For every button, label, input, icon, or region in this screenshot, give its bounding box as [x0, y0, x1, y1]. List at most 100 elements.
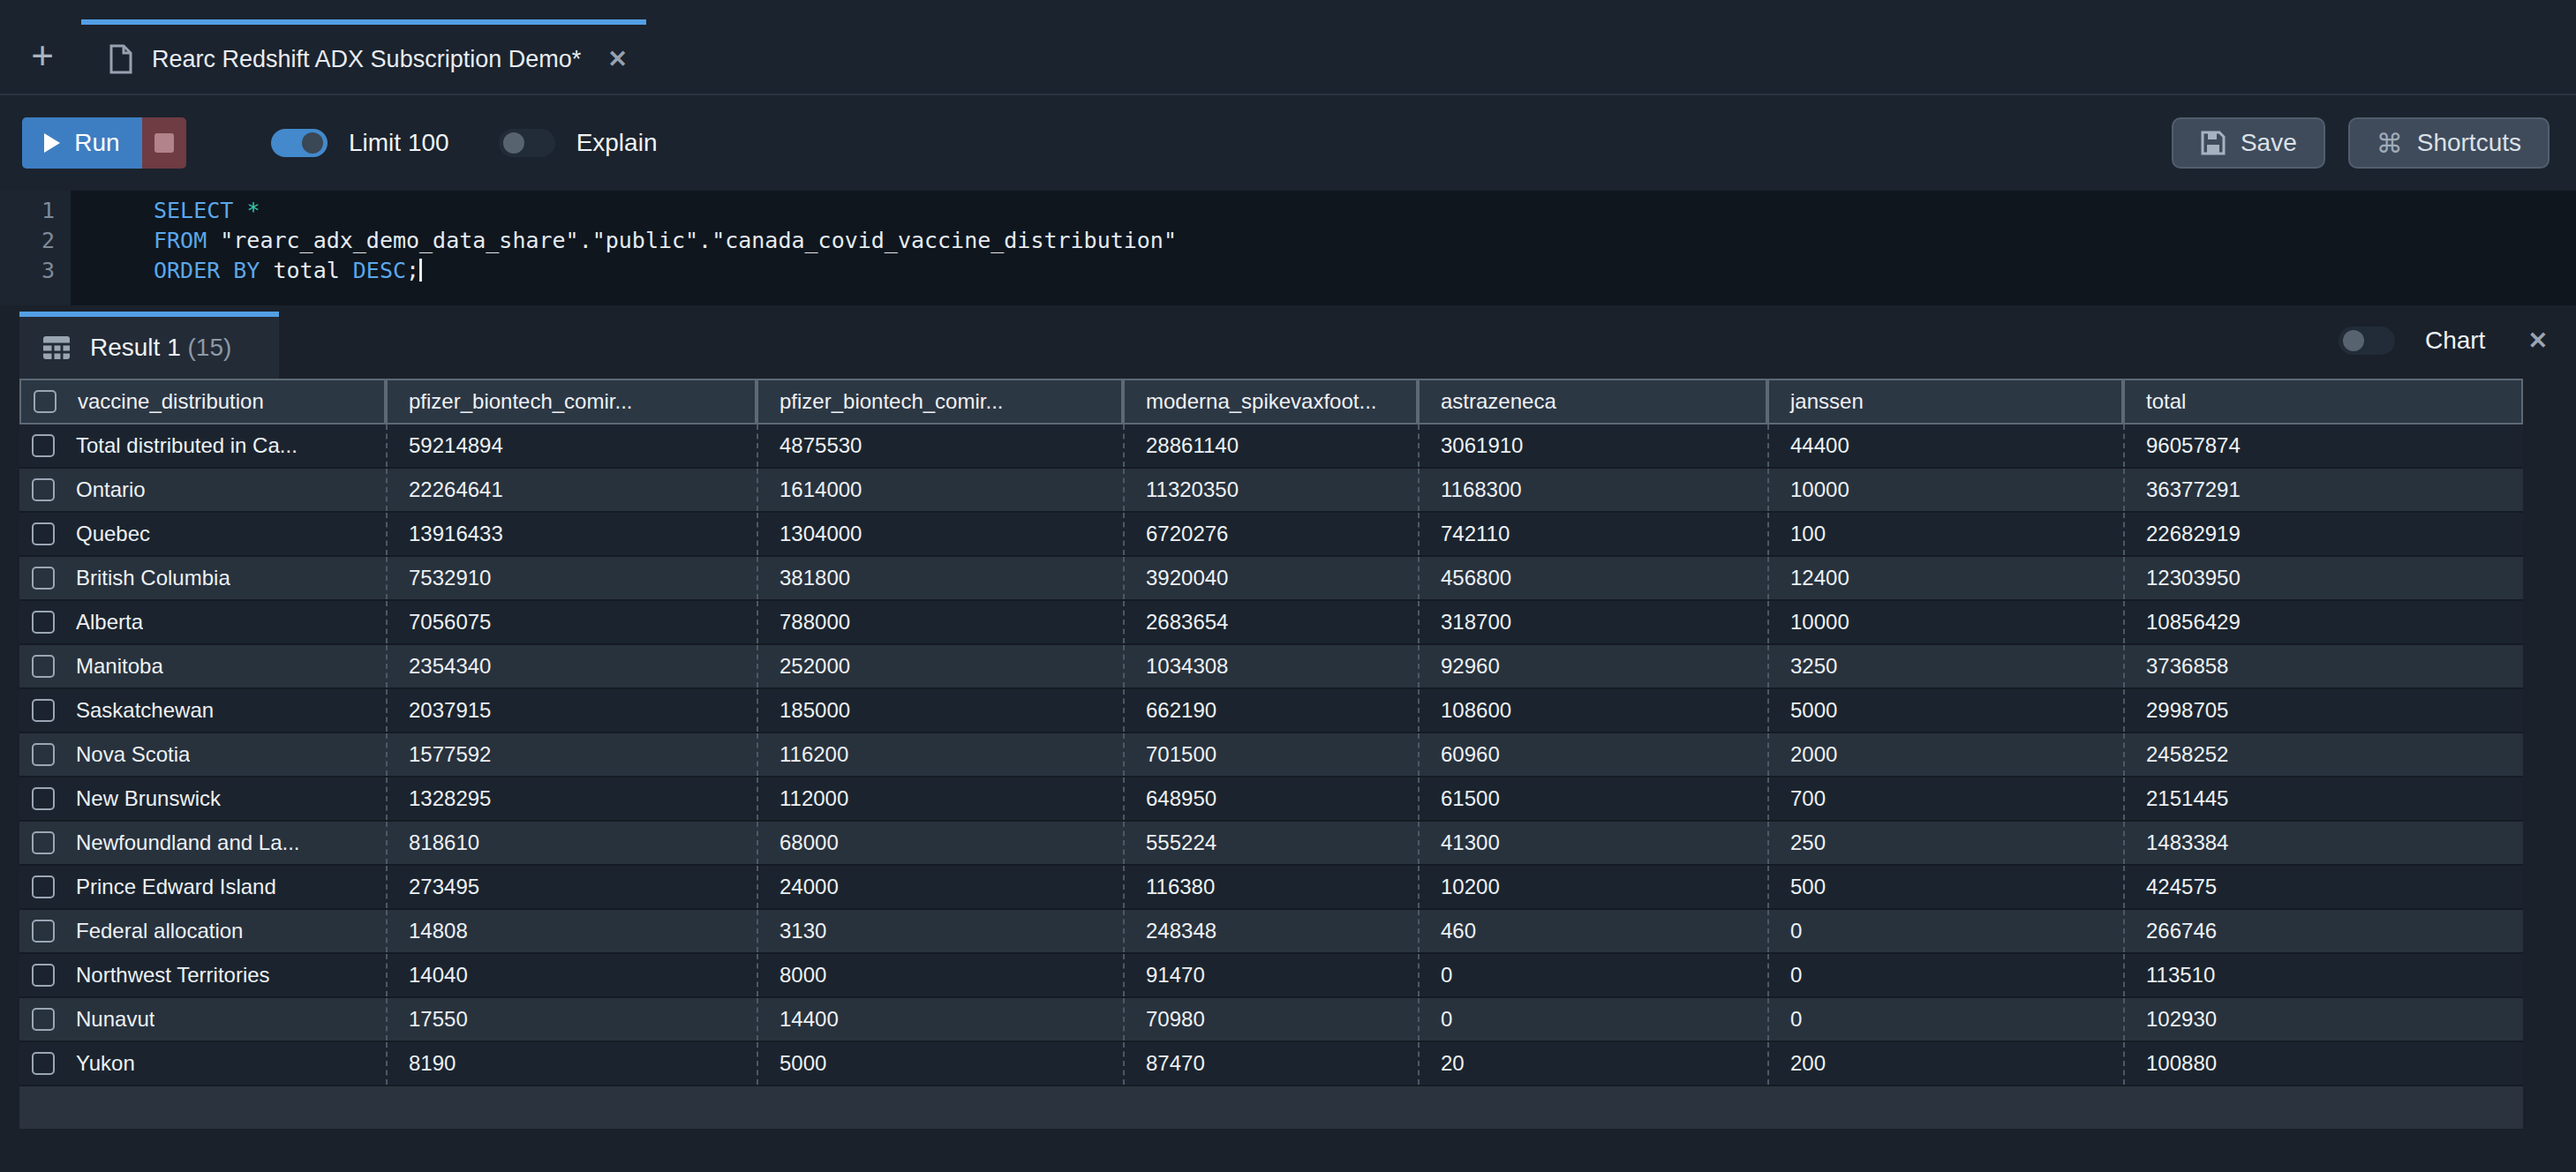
result-table: vaccine_distribution pfizer_biontech_com…: [19, 379, 2523, 1129]
row-checkbox[interactable]: [32, 478, 55, 501]
table-cell: 0: [1418, 998, 1767, 1041]
row-checkbox[interactable]: [32, 434, 55, 457]
row-checkbox[interactable]: [32, 1008, 55, 1031]
table-cell: 0: [1418, 954, 1767, 996]
table-row[interactable]: Quebec1391643313040006720276742110100226…: [19, 513, 2523, 557]
row-checkbox[interactable]: [32, 743, 55, 766]
code-line: 1SELECT *: [71, 196, 2576, 226]
table-cell: 8000: [757, 954, 1123, 996]
row-label-cell: Quebec: [19, 513, 386, 555]
column-header[interactable]: total: [2123, 379, 2523, 424]
row-label: Yukon: [76, 1051, 135, 1076]
limit-label: Limit 100: [349, 129, 449, 157]
row-checkbox[interactable]: [32, 699, 55, 722]
table-cell: 8190: [386, 1042, 757, 1085]
table-cell: 96057874: [2123, 424, 2523, 467]
results-close-icon[interactable]: ✕: [2527, 327, 2548, 355]
table-row[interactable]: Ontario222646411614000113203501168300100…: [19, 469, 2523, 513]
row-label-cell: Yukon: [19, 1042, 386, 1085]
row-checkbox[interactable]: [32, 831, 55, 854]
table-row[interactable]: Prince Edward Island27349524000116380102…: [19, 866, 2523, 910]
column-header[interactable]: pfizer_biontech_comir...: [386, 379, 757, 424]
editor-code-area[interactable]: 1SELECT *2FROM "rearc_adx_demo_data_shar…: [71, 191, 2576, 305]
table-cell: 22682919: [2123, 513, 2523, 555]
save-button[interactable]: Save: [2172, 117, 2325, 169]
code-text: FROM "rearc_adx_demo_data_share"."public…: [71, 226, 1177, 256]
row-label-cell: Nunavut: [19, 998, 386, 1041]
table-row[interactable]: Nova Scotia15775921162007015006096020002…: [19, 733, 2523, 778]
table-cell: 108600: [1418, 689, 1767, 732]
table-cell: 10000: [1767, 469, 2123, 511]
table-cell: 4875530: [757, 424, 1123, 467]
table-cell: 2037915: [386, 689, 757, 732]
table-cell: 0: [1767, 998, 2123, 1041]
row-label: Federal allocation: [76, 919, 243, 943]
row-label-cell: Total distributed in Ca...: [19, 424, 386, 467]
new-tab-button[interactable]: +: [25, 39, 60, 74]
row-checkbox[interactable]: [32, 964, 55, 987]
row-label-cell: Prince Edward Island: [19, 866, 386, 908]
table-cell: 1168300: [1418, 469, 1767, 511]
table-cell: 22264641: [386, 469, 757, 511]
column-header[interactable]: moderna_spikevaxfoot...: [1123, 379, 1418, 424]
result-tab[interactable]: Result 1 (15): [19, 312, 279, 379]
play-icon: [44, 133, 60, 153]
line-number: 3: [0, 256, 71, 286]
table-row[interactable]: Saskatchewan2037915185000662190108600500…: [19, 689, 2523, 733]
limit-toggle-knob: [302, 132, 323, 154]
table-cell: 500: [1767, 866, 2123, 908]
row-checkbox[interactable]: [32, 1052, 55, 1075]
row-checkbox[interactable]: [32, 787, 55, 810]
row-checkbox[interactable]: [32, 522, 55, 545]
select-all-checkbox[interactable]: [34, 390, 56, 413]
table-cell: 456800: [1418, 557, 1767, 599]
column-header[interactable]: janssen: [1767, 379, 2123, 424]
limit-toggle[interactable]: [271, 129, 328, 157]
sql-editor[interactable]: 1SELECT *2FROM "rearc_adx_demo_data_shar…: [0, 191, 2576, 305]
shortcuts-button[interactable]: ⌘ Shortcuts: [2348, 117, 2550, 169]
row-checkbox[interactable]: [32, 920, 55, 943]
chart-toggle[interactable]: [2339, 327, 2395, 355]
row-label-cell: Alberta: [19, 601, 386, 643]
query-toolbar: Run Limit 100 Explain Save ⌘ Shortcuts: [0, 95, 2576, 191]
table-row[interactable]: Total distributed in Ca...59214894487553…: [19, 424, 2523, 469]
column-header[interactable]: vaccine_distribution: [19, 379, 386, 424]
row-checkbox[interactable]: [32, 611, 55, 634]
results-tab-bar: Result 1 (15) Chart ✕: [0, 305, 2576, 379]
run-button[interactable]: Run: [22, 117, 142, 169]
explain-toggle[interactable]: [499, 129, 555, 157]
table-cell: 24000: [757, 866, 1123, 908]
table-row[interactable]: Federal allocation1480831302483484600266…: [19, 910, 2523, 954]
table-row[interactable]: Yukon819050008747020200100880: [19, 1042, 2523, 1086]
table-cell: 555224: [1123, 822, 1418, 864]
tab-title: Rearc Redshift ADX Subscription Demo*: [152, 46, 581, 73]
table-cell: 2000: [1767, 733, 2123, 776]
tab-close-icon[interactable]: ✕: [607, 45, 628, 73]
table-row[interactable]: Manitoba23543402520001034308929603250373…: [19, 645, 2523, 689]
explain-label: Explain: [576, 129, 658, 157]
table-body: Total distributed in Ca...59214894487553…: [19, 424, 2523, 1086]
stop-button[interactable]: [142, 117, 186, 169]
table-row[interactable]: British Columbia753291038180039200404568…: [19, 557, 2523, 601]
column-header[interactable]: astrazeneca: [1418, 379, 1767, 424]
column-header[interactable]: pfizer_biontech_comir...: [757, 379, 1123, 424]
row-checkbox[interactable]: [32, 567, 55, 590]
row-checkbox[interactable]: [32, 875, 55, 898]
table-row[interactable]: Newfoundland and La...818610680005552244…: [19, 822, 2523, 866]
query-tab[interactable]: Rearc Redshift ADX Subscription Demo* ✕: [81, 19, 646, 94]
table-row[interactable]: Alberta705607578800026836543187001000010…: [19, 601, 2523, 645]
table-cell: 14040: [386, 954, 757, 996]
code-line: 3ORDER BY total DESC;: [71, 256, 2576, 286]
table-cell: 92960: [1418, 645, 1767, 687]
row-label: Saskatchewan: [76, 698, 214, 723]
table-cell: 44400: [1767, 424, 2123, 467]
row-label: British Columbia: [76, 566, 230, 590]
table-cell: 3250: [1767, 645, 2123, 687]
table-row[interactable]: New Brunswick132829511200064895061500700…: [19, 778, 2523, 822]
table-row[interactable]: Nunavut17550144007098000102930: [19, 998, 2523, 1042]
code-text: SELECT *: [71, 196, 260, 226]
table-cell: 248348: [1123, 910, 1418, 952]
table-cell: 91470: [1123, 954, 1418, 996]
table-row[interactable]: Northwest Territories1404080009147000113…: [19, 954, 2523, 998]
row-checkbox[interactable]: [32, 655, 55, 678]
